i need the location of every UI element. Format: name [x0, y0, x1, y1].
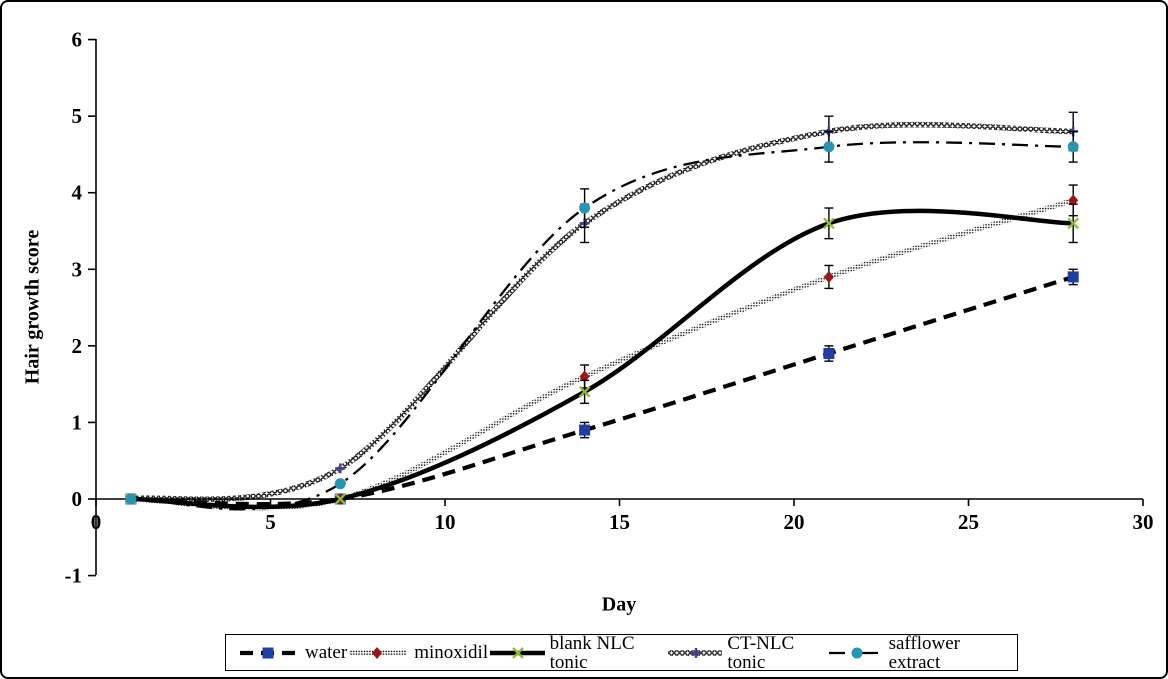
- legend-item-safflower-extract: safflower extract: [827, 634, 1005, 672]
- y-tick-label: 5: [72, 104, 83, 128]
- square-marker: [262, 647, 274, 658]
- square-marker: [579, 424, 591, 436]
- square-marker: [823, 348, 835, 360]
- y-tick-label: 3: [72, 257, 83, 281]
- series-blank-NLC-tonic: [125, 203, 1080, 510]
- y-tick-label: 2: [72, 334, 83, 358]
- series-water: [125, 268, 1079, 507]
- series-minoxidil: [125, 184, 1079, 511]
- y-tick-label: 0: [72, 487, 83, 511]
- x-tick-label: 30: [1133, 510, 1154, 534]
- x-tick-label: 20: [784, 510, 805, 534]
- x-marker: [1067, 217, 1080, 230]
- legend-sample-line: [667, 647, 723, 658]
- axes: -1 0 1 2 3 4 5 6 0 5 10 15 20 25 30: [65, 28, 1154, 588]
- x-axis-title: Day: [601, 593, 637, 616]
- circle-marker: [1067, 141, 1079, 153]
- plus-marker: [690, 647, 701, 658]
- x-marker: [578, 385, 591, 398]
- circle-marker: [823, 141, 835, 153]
- legend-sample-line: [829, 647, 884, 658]
- x-marker: [512, 646, 524, 659]
- plus-marker: [335, 463, 346, 474]
- legend-label: blank NLC tonic: [549, 632, 635, 673]
- legend-sample-line: [490, 646, 545, 659]
- legend-item-water: water: [238, 642, 347, 664]
- y-tick-label: 1: [72, 410, 83, 434]
- diamond-marker: [1068, 194, 1079, 207]
- circle-marker: [334, 478, 346, 490]
- legend-sample-line: [240, 647, 298, 658]
- legend-item-minoxidil: minoxidil: [347, 642, 488, 664]
- legend-item-blank-NLC-tonic: blank NLC tonic: [488, 634, 666, 672]
- series-line: [130, 141, 1074, 511]
- circle-marker: [125, 493, 137, 505]
- diamond-marker: [823, 270, 834, 283]
- y-tick-label: 6: [72, 28, 83, 52]
- x-tick-label: 10: [435, 510, 456, 534]
- x-tick-label: 0: [91, 510, 102, 534]
- x-marker: [334, 493, 347, 505]
- legend-label: water: [305, 642, 348, 663]
- legend-label: CT-NLC tonic: [727, 632, 795, 673]
- series-safflower-extract: [125, 130, 1079, 511]
- legend-sample-line: [349, 646, 408, 659]
- diamond-marker: [372, 646, 383, 659]
- legend-label: minoxidil: [414, 642, 489, 663]
- y-axis-title: Hair growth score: [21, 229, 44, 385]
- x-marker: [823, 217, 835, 230]
- legend: water minoxidil blank NLC tonic CT-NLC toni…: [225, 634, 1018, 672]
- circle-marker: [579, 202, 591, 214]
- legend-label: safflower extract: [888, 632, 960, 673]
- series-line: [130, 197, 1074, 511]
- square-marker: [1067, 271, 1079, 283]
- y-tick-label: -1: [65, 564, 83, 588]
- circle-marker: [851, 647, 863, 658]
- legend-item-CT-NLC-tonic: CT-NLC tonic: [666, 634, 827, 672]
- series-line: [130, 208, 1074, 510]
- x-tick-label: 5: [265, 510, 276, 534]
- x-tick-label: 25: [958, 510, 979, 534]
- series-line: [130, 121, 1074, 502]
- diamond-marker: [579, 370, 590, 383]
- series-line: [130, 274, 1074, 507]
- y-tick-label: 4: [72, 181, 83, 205]
- series-CT-NLC-tonic: [125, 111, 1079, 504]
- x-tick-label: 15: [609, 510, 630, 534]
